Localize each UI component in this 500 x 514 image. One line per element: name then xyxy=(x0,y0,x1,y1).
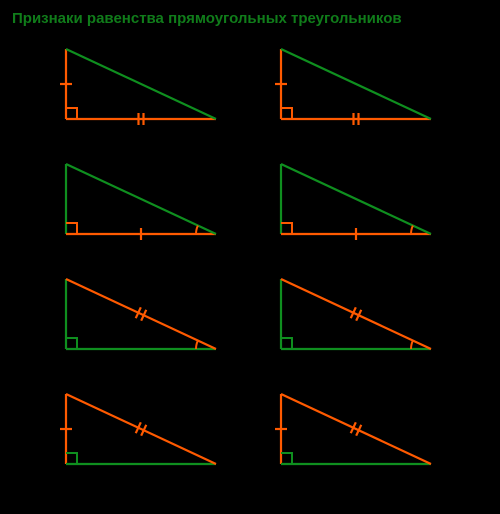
triangle-cell xyxy=(60,158,245,243)
page-title: Признаки равенства прямоугольных треугол… xyxy=(0,0,500,33)
triangle-cell xyxy=(60,273,245,358)
triangle-cell xyxy=(275,158,460,243)
triangle-cell xyxy=(275,273,460,358)
triangle-cell xyxy=(275,43,460,128)
triangle-cell xyxy=(60,43,245,128)
triangle-cell xyxy=(60,388,245,473)
triangle-cell xyxy=(275,388,460,473)
triangle-grid xyxy=(0,33,500,493)
